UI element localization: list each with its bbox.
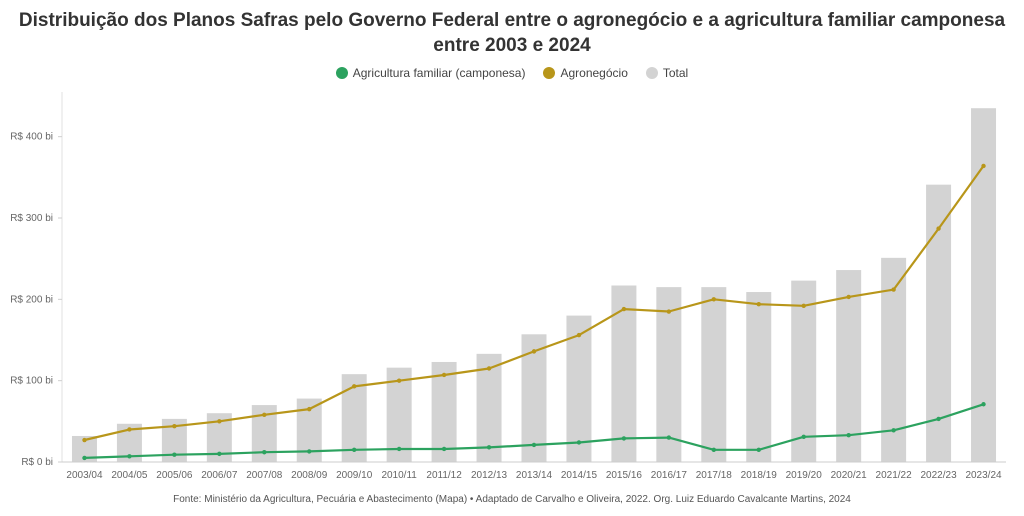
- y-tick-label: R$ 400 bi: [10, 132, 53, 143]
- point-agronegocio-2018-19: [756, 302, 761, 307]
- point-agronegocio-2009-10: [351, 384, 357, 389]
- legend-label-agronegocio: Agronegócio: [560, 66, 628, 80]
- bar-total-2012-13: [476, 353, 502, 462]
- y-tick-label: R$ 300 bi: [10, 213, 53, 224]
- point-agronegocio-2005-06: [172, 424, 177, 429]
- legend-item-total[interactable]: Total: [645, 66, 689, 80]
- x-tick-label: 2021/22: [876, 470, 913, 481]
- point-agronegocio-2013-14: [531, 349, 537, 354]
- legend-label-total: Total: [662, 66, 689, 80]
- bar-total-2020-21: [836, 270, 862, 462]
- x-tick-label: 2013/14: [516, 470, 553, 481]
- bar-total-2018-19: [746, 292, 772, 462]
- bar-total-2009-10: [341, 374, 367, 462]
- x-tick-label: 2018/19: [741, 470, 778, 481]
- point-agricultura-familiar-2019-20: [801, 434, 806, 439]
- point-agricultura-familiar-2008-09: [307, 449, 312, 454]
- legend-item-agricultura-familiar[interactable]: Agricultura familiar (camponesa): [335, 66, 526, 80]
- chart-source: Fonte: Ministério da Agricultura, Pecuár…: [173, 494, 851, 505]
- x-tick-label: 2022/23: [920, 470, 957, 481]
- x-tick-label: 2019/20: [786, 470, 823, 481]
- x-tick-label: 2005/06: [156, 470, 193, 481]
- point-agricultura-familiar-2014-15: [576, 440, 582, 445]
- x-tick-label: 2014/15: [561, 470, 598, 481]
- point-agricultura-familiar-2013-14: [531, 442, 537, 448]
- point-agricultura-familiar-2018-19: [756, 447, 761, 452]
- chart-title: Distribuição dos Planos Safras pelo Gove…: [18, 10, 1006, 56]
- point-agricultura-familiar-2017-18: [711, 447, 717, 452]
- legend-label-agricultura-familiar: Agricultura familiar (camponesa): [352, 66, 526, 80]
- point-agricultura-familiar-2012-13: [486, 445, 492, 450]
- point-agronegocio-2022-23: [936, 226, 941, 231]
- x-tick-label: 2012/13: [471, 470, 508, 481]
- bar-total-2014-15: [566, 315, 592, 462]
- point-agronegocio-2023-24: [981, 163, 986, 169]
- point-agricultura-familiar-2022-23: [936, 416, 941, 422]
- bar-total-2019-20: [791, 280, 817, 462]
- point-agronegocio-2016-17: [666, 309, 672, 314]
- point-agricultura-familiar-2010-11: [396, 446, 402, 452]
- point-agricultura-familiar-2021-22: [891, 428, 896, 433]
- point-agronegocio-2021-22: [891, 287, 896, 292]
- point-agronegocio-2014-15: [576, 332, 582, 338]
- point-agricultura-familiar-2009-10: [351, 447, 357, 452]
- bar-total-2011-12: [431, 361, 457, 462]
- bar-total-2016-17: [656, 287, 682, 462]
- bar-total-2023-24: [971, 108, 997, 462]
- bar-total-2015-16: [611, 285, 637, 462]
- x-tick-label: 2016/17: [651, 470, 688, 481]
- point-agricultura-familiar-2007-08: [262, 450, 267, 455]
- point-agricultura-familiar-2023-24: [981, 402, 986, 407]
- point-agronegocio-2007-08: [262, 412, 267, 418]
- point-agricultura-familiar-2003-04: [82, 455, 87, 461]
- x-tick-label: 2010/11: [381, 470, 417, 481]
- legend-marker-agronegocio: [543, 67, 556, 79]
- point-agronegocio-2006-07: [217, 419, 222, 424]
- bar-total-2017-18: [701, 287, 727, 462]
- point-agronegocio-2004-05: [127, 427, 132, 432]
- point-agronegocio-2020-21: [846, 294, 851, 300]
- legend-marker-agricultura-familiar: [335, 67, 348, 79]
- point-agronegocio-2010-11: [396, 378, 402, 383]
- point-agricultura-familiar-2005-06: [172, 452, 177, 457]
- point-agronegocio-2015-16: [621, 306, 627, 312]
- x-tick-label: 2017/18: [696, 470, 733, 481]
- x-tick-label: 2006/07: [201, 470, 238, 481]
- point-agricultura-familiar-2004-05: [127, 454, 132, 459]
- y-tick-label: R$ 0 bi: [21, 457, 53, 468]
- x-tick-label: 2003/04: [66, 470, 103, 481]
- point-agronegocio-2012-13: [486, 366, 492, 371]
- legend-item-agronegocio[interactable]: Agronegócio: [543, 66, 628, 80]
- legend-marker-total: [645, 67, 658, 79]
- bar-total-2010-11: [386, 367, 412, 462]
- point-agronegocio-2008-09: [307, 406, 312, 412]
- x-tick-label: 2009/10: [336, 470, 373, 481]
- chart-legend: Agricultura familiar (camponesa) Agroneg…: [0, 66, 1024, 80]
- point-agronegocio-2003-04: [82, 437, 87, 443]
- point-agricultura-familiar-2015-16: [621, 436, 627, 441]
- x-tick-label: 2004/05: [111, 470, 148, 481]
- point-agricultura-familiar-2011-12: [441, 446, 447, 452]
- point-agricultura-familiar-2020-21: [846, 432, 851, 438]
- point-agricultura-familiar-2006-07: [217, 451, 222, 457]
- point-agronegocio-2011-12: [441, 372, 447, 378]
- point-agronegocio-2017-18: [711, 297, 717, 302]
- point-agronegocio-2019-20: [801, 303, 806, 309]
- x-tick-label: 2015/16: [606, 470, 643, 481]
- x-tick-label: 2008/09: [291, 470, 328, 481]
- y-tick-label: R$ 100 bi: [10, 376, 53, 387]
- x-tick-label: 2020/21: [831, 470, 868, 481]
- x-tick-label: 2023/24: [965, 470, 1002, 481]
- x-tick-label: 2007/08: [246, 470, 283, 481]
- y-tick-label: R$ 200 bi: [10, 294, 53, 305]
- point-agricultura-familiar-2016-17: [666, 435, 672, 440]
- x-tick-label: 2011/12: [426, 470, 462, 481]
